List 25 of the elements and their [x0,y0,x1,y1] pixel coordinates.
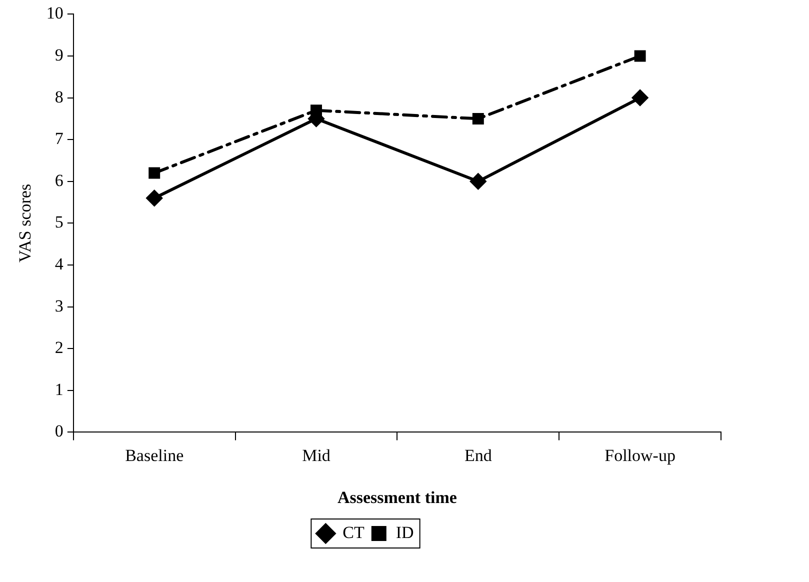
point [632,90,648,106]
y-axis-title: VAS scores [16,184,35,262]
y-tick-label: 9 [54,45,64,64]
point [634,50,646,62]
y-tick-label: 4 [54,254,64,274]
legend-label: CT [342,522,366,542]
x-tick-label: End [464,446,492,465]
y-tick-label: 10 [46,4,64,23]
y-tick-label: 5 [54,212,64,232]
point [148,167,160,179]
x-tick-label: Follow-up [604,446,676,465]
point [472,112,484,124]
y-tick-label: 7 [54,129,64,148]
y-tick-label: 2 [54,338,64,358]
y-tick-label: 1 [54,380,64,399]
x-tick-label: Mid [302,446,331,465]
x-axis-title: Assessment time [337,488,458,508]
y-tick-label: 3 [54,296,64,316]
point [146,190,162,206]
legend-label: ID [396,522,414,542]
point [470,173,486,190]
y-tick-label: 6 [54,170,64,190]
y-tick-label: 0 [54,422,64,441]
x-tick-label: Baseline [125,446,184,465]
y-tick-label: 8 [54,87,64,106]
